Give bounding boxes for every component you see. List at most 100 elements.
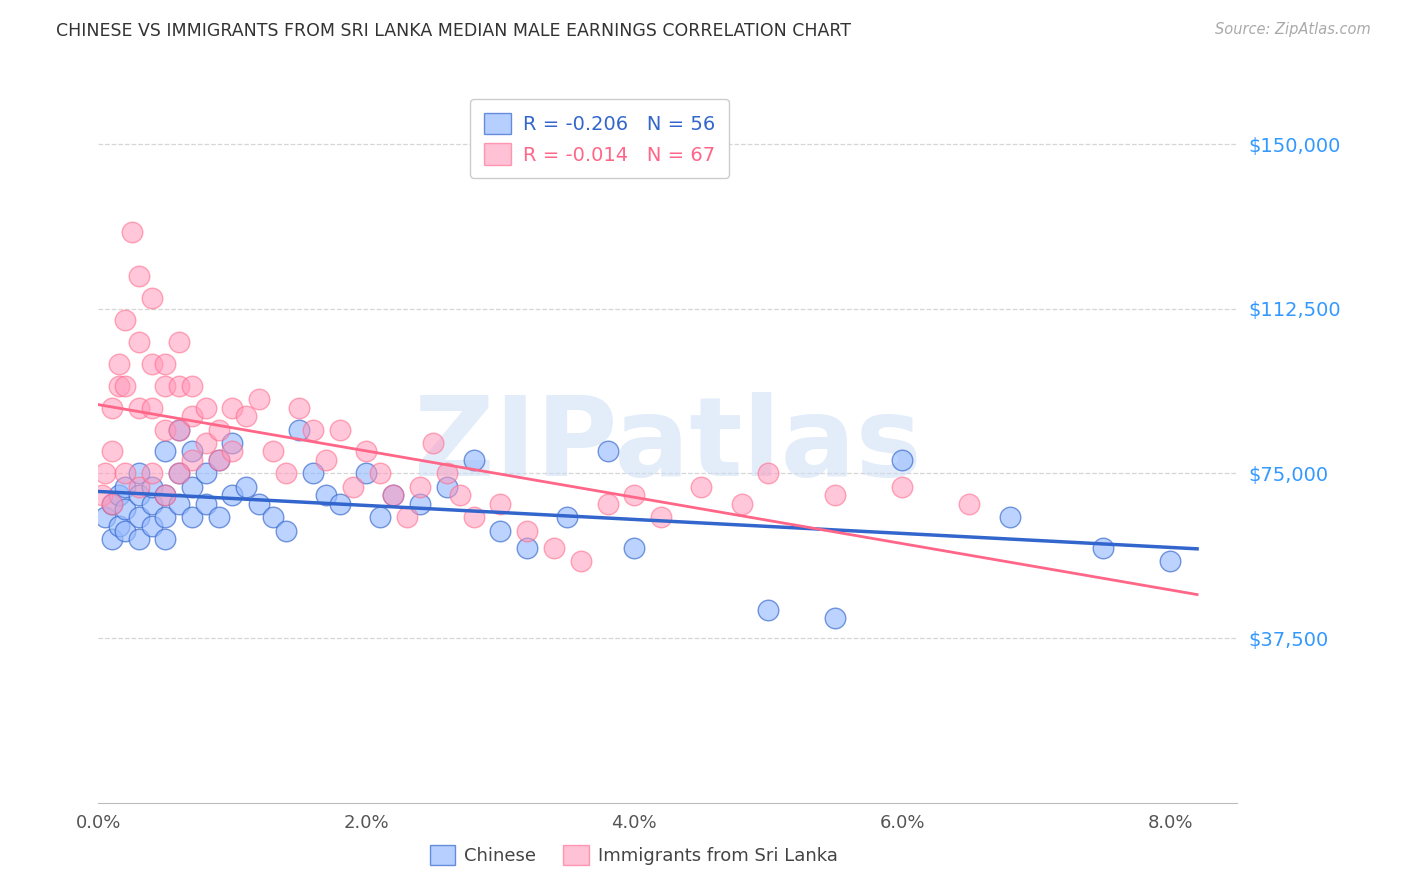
Point xyxy=(368,510,391,524)
Point xyxy=(167,467,190,481)
Point xyxy=(756,602,779,616)
Point xyxy=(315,453,337,467)
Point xyxy=(155,423,177,437)
Point xyxy=(167,467,190,481)
Point xyxy=(730,497,752,511)
Point xyxy=(247,392,270,406)
Point xyxy=(395,510,418,524)
Point xyxy=(141,497,163,511)
Point xyxy=(155,444,177,458)
Point xyxy=(141,401,163,415)
Point xyxy=(101,497,124,511)
Point xyxy=(128,268,150,283)
Point xyxy=(167,497,190,511)
Point xyxy=(94,467,117,481)
Point xyxy=(288,423,311,437)
Point xyxy=(690,480,713,494)
Point xyxy=(516,541,538,555)
Point xyxy=(208,423,231,437)
Point xyxy=(208,453,231,467)
Point xyxy=(128,533,150,547)
Point xyxy=(262,444,284,458)
Text: ZIPatlas: ZIPatlas xyxy=(413,392,922,500)
Point xyxy=(181,444,204,458)
Point xyxy=(436,480,458,494)
Point xyxy=(128,510,150,524)
Point xyxy=(382,488,405,502)
Point xyxy=(329,497,352,511)
Point xyxy=(288,401,311,415)
Point xyxy=(101,444,124,458)
Point xyxy=(167,423,190,437)
Point xyxy=(221,444,243,458)
Point xyxy=(128,488,150,502)
Point xyxy=(181,510,204,524)
Point xyxy=(114,524,136,538)
Point xyxy=(141,291,163,305)
Point xyxy=(756,467,779,481)
Point xyxy=(235,409,257,424)
Point xyxy=(107,488,129,502)
Point xyxy=(596,497,619,511)
Point xyxy=(141,467,163,481)
Point xyxy=(449,488,471,502)
Point xyxy=(543,541,565,555)
Text: CHINESE VS IMMIGRANTS FROM SRI LANKA MEDIAN MALE EARNINGS CORRELATION CHART: CHINESE VS IMMIGRANTS FROM SRI LANKA MED… xyxy=(56,22,851,40)
Point xyxy=(824,488,846,502)
Point xyxy=(167,423,190,437)
Point xyxy=(141,480,163,494)
Point xyxy=(436,467,458,481)
Point xyxy=(194,497,217,511)
Point xyxy=(155,533,177,547)
Point xyxy=(114,501,136,516)
Point xyxy=(1159,554,1181,568)
Point xyxy=(623,488,645,502)
Point xyxy=(824,611,846,625)
Point xyxy=(181,480,204,494)
Point xyxy=(596,444,619,458)
Point xyxy=(181,409,204,424)
Point xyxy=(155,488,177,502)
Point xyxy=(557,510,579,524)
Point xyxy=(891,480,914,494)
Point xyxy=(114,312,136,326)
Point xyxy=(998,510,1021,524)
Point xyxy=(107,378,129,392)
Legend: Chinese, Immigrants from Sri Lanka: Chinese, Immigrants from Sri Lanka xyxy=(423,838,845,872)
Point xyxy=(301,467,323,481)
Point xyxy=(194,401,217,415)
Text: Source: ZipAtlas.com: Source: ZipAtlas.com xyxy=(1215,22,1371,37)
Point xyxy=(208,453,231,467)
Point xyxy=(155,488,177,502)
Point xyxy=(101,401,124,415)
Point xyxy=(128,480,150,494)
Point xyxy=(329,423,352,437)
Point xyxy=(155,357,177,371)
Point xyxy=(181,378,204,392)
Point xyxy=(128,401,150,415)
Point xyxy=(235,480,257,494)
Point xyxy=(194,467,217,481)
Point xyxy=(409,480,432,494)
Point xyxy=(957,497,980,511)
Point xyxy=(623,541,645,555)
Point xyxy=(208,510,231,524)
Point xyxy=(368,467,391,481)
Point xyxy=(128,467,150,481)
Point xyxy=(422,435,444,450)
Point xyxy=(167,378,190,392)
Point xyxy=(221,488,243,502)
Point xyxy=(463,453,485,467)
Point xyxy=(650,510,672,524)
Point xyxy=(181,453,204,467)
Point xyxy=(342,480,364,494)
Point xyxy=(315,488,337,502)
Point xyxy=(107,357,129,371)
Point xyxy=(569,554,592,568)
Point xyxy=(107,519,129,533)
Point xyxy=(356,467,378,481)
Point xyxy=(356,444,378,458)
Point xyxy=(194,435,217,450)
Point xyxy=(114,378,136,392)
Point xyxy=(91,488,114,502)
